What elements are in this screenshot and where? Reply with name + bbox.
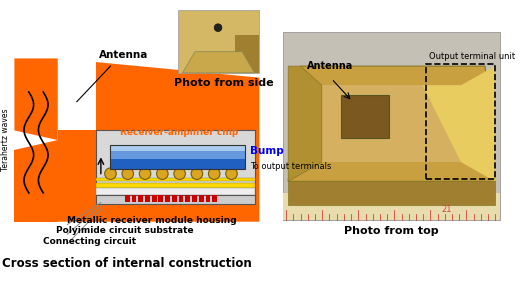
Bar (284, 193, 499, 220)
Text: 21: 21 (442, 205, 453, 214)
Bar (110, 145, 245, 169)
Bar (206, 195, 210, 201)
Text: Connecting circuit: Connecting circuit (43, 237, 136, 246)
Bar (96, 130, 254, 198)
Bar (131, 195, 136, 201)
Polygon shape (58, 58, 96, 130)
Bar (158, 195, 163, 201)
Text: Antenna: Antenna (307, 61, 354, 71)
Bar (165, 195, 170, 201)
Bar (426, 64, 494, 179)
Polygon shape (422, 66, 494, 181)
Polygon shape (58, 58, 259, 222)
Bar (179, 195, 183, 201)
Circle shape (174, 168, 185, 179)
Polygon shape (14, 140, 58, 222)
Text: Metallic receiver module housing: Metallic receiver module housing (67, 216, 237, 225)
Bar (145, 195, 150, 201)
Bar (186, 195, 190, 201)
Circle shape (139, 168, 151, 179)
Polygon shape (288, 66, 322, 181)
Text: Output terminal unit: Output terminal unit (429, 52, 516, 61)
Text: Polyimide circuit substrate: Polyimide circuit substrate (56, 226, 193, 235)
Bar (110, 145, 245, 151)
Bar (199, 195, 204, 201)
Bar (96, 183, 254, 188)
Text: Bump: Bump (250, 147, 284, 156)
Bar (96, 195, 254, 204)
Bar (125, 195, 130, 201)
Circle shape (105, 168, 116, 179)
Bar (341, 95, 389, 138)
Polygon shape (14, 58, 58, 140)
Text: Terahertz waves: Terahertz waves (1, 109, 10, 171)
Text: Photo from top: Photo from top (344, 226, 439, 236)
Circle shape (214, 24, 222, 31)
Circle shape (156, 168, 168, 179)
Circle shape (226, 168, 237, 179)
Bar (178, 10, 259, 73)
Bar (235, 35, 259, 73)
Polygon shape (288, 181, 494, 205)
Bar (96, 179, 254, 181)
Polygon shape (322, 85, 461, 162)
Bar (284, 33, 499, 220)
Text: Photo from side: Photo from side (173, 78, 273, 88)
Bar (110, 159, 245, 169)
Polygon shape (182, 52, 254, 73)
Polygon shape (288, 66, 494, 181)
Text: Antenna: Antenna (99, 50, 148, 60)
Bar (110, 151, 245, 159)
Bar (152, 195, 156, 201)
Circle shape (208, 168, 220, 179)
Bar (172, 195, 176, 201)
Text: Cross section of internal construction: Cross section of internal construction (2, 257, 252, 270)
Circle shape (122, 168, 134, 179)
Text: Receiver-amplifier chip: Receiver-amplifier chip (120, 128, 238, 137)
Bar (213, 195, 217, 201)
Bar (192, 195, 197, 201)
Text: To output terminals: To output terminals (250, 162, 331, 171)
Bar (96, 188, 254, 195)
Bar (138, 195, 143, 201)
Text: Through-hole via: Through-hole via (161, 205, 248, 214)
Circle shape (191, 168, 202, 179)
